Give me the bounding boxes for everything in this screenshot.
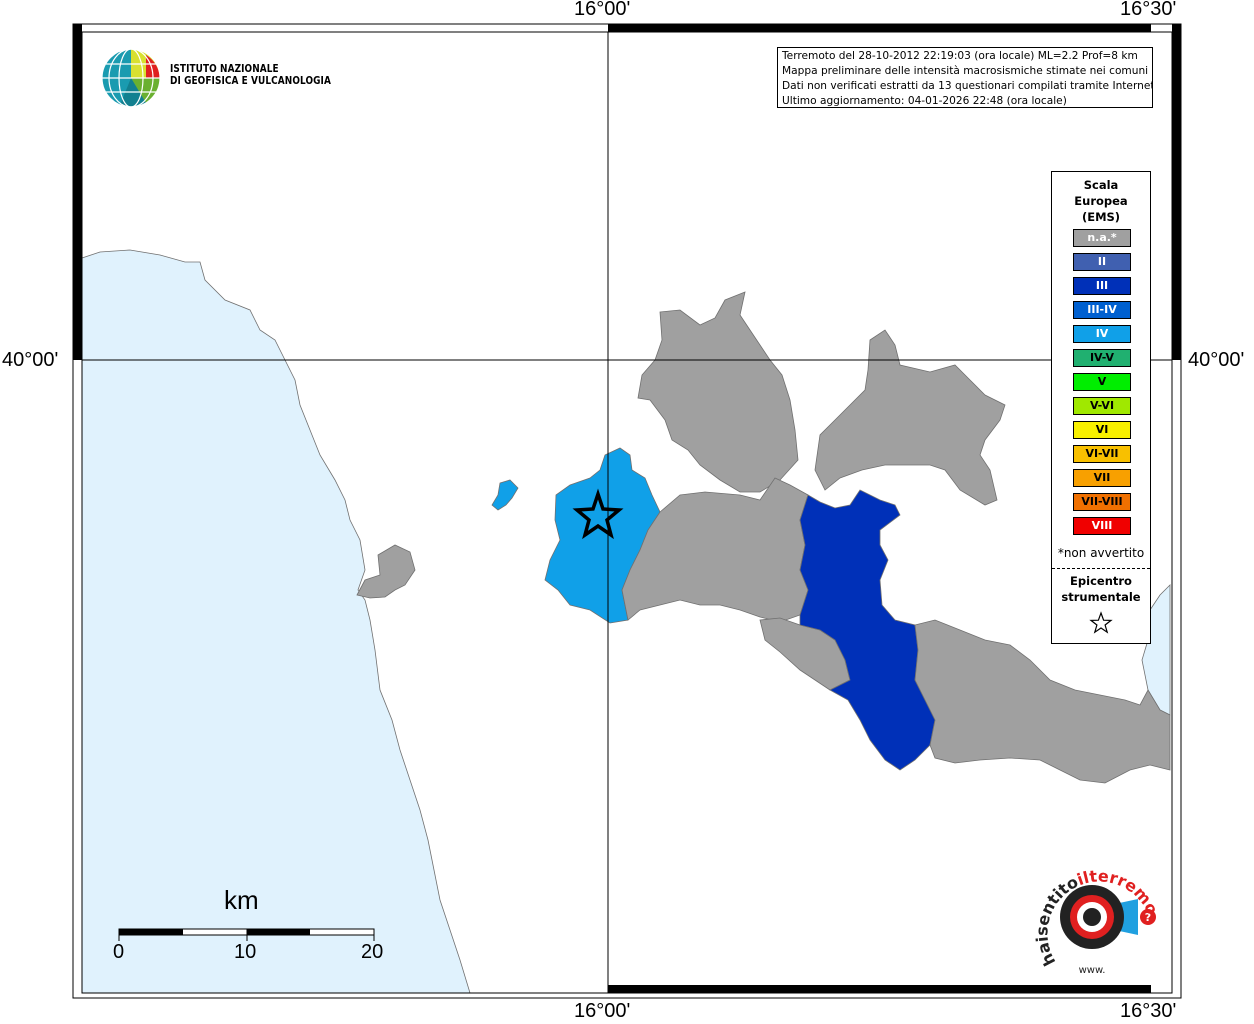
legend-title-line-3: (EMS) xyxy=(1081,210,1121,224)
legend-title: Scala Europea (EMS) xyxy=(1052,177,1150,225)
lat-label-right: 40°00' xyxy=(1188,349,1245,371)
legend-item-v-vi: V-VI xyxy=(1073,397,1131,415)
legend-item-iii: III xyxy=(1073,277,1131,295)
svg-text:?: ? xyxy=(1145,911,1151,924)
scale-label-0: 0 xyxy=(113,941,125,963)
info-line-4: Ultimo aggiornamento: 04-01-2026 22:48 (… xyxy=(782,95,1067,107)
frame-corner-tr xyxy=(1172,24,1181,32)
legend-item-n-a: n.a.* xyxy=(1073,229,1131,247)
legend-note: *non avvertito xyxy=(1057,546,1145,560)
info-line-2: Mappa preliminare delle intensità macros… xyxy=(782,65,1149,77)
logo-text-www: www. xyxy=(1079,965,1106,976)
info-line-1: Terremoto del 28-10-2012 22:19:03 (ora l… xyxy=(782,50,1138,62)
scale-label-20: 20 xyxy=(361,941,384,963)
event-info-box: Terremoto del 28-10-2012 22:19:03 (ora l… xyxy=(777,47,1153,108)
lon-label-bottom-right: 16°30' xyxy=(1120,1000,1177,1022)
legend-separator xyxy=(1052,568,1150,569)
municipality-intensity-iv xyxy=(544,447,661,624)
municipality-intensity-iv-islet xyxy=(491,479,519,511)
frame-bar-bottom xyxy=(608,985,1151,993)
star-icon xyxy=(1089,611,1113,634)
lon-label-top-left: 16°00' xyxy=(574,0,631,20)
frame-bar-top xyxy=(608,24,1151,32)
frame-bar-right-top xyxy=(1172,32,1181,360)
municipality-na-southeast xyxy=(914,619,1171,784)
legend-item-vii-viii: VII-VIII xyxy=(1073,493,1131,511)
scale-bar-graphic xyxy=(118,928,375,941)
municipality-na-northeast xyxy=(814,329,1006,506)
legend-item-iv-v: IV-V xyxy=(1073,349,1131,367)
legend-item-vi-vii: VI-VII xyxy=(1073,445,1131,463)
ingv-line-1: ISTITUTO NAZIONALE xyxy=(170,63,279,75)
scale-bar: km 0 10 20 xyxy=(112,885,392,975)
ingv-logo: ISTITUTO NAZIONALE DI GEOFISICA E VULCAN… xyxy=(100,47,340,109)
legend-item-ii: II xyxy=(1073,253,1131,271)
legend-epicenter-line-2: strumentale xyxy=(1061,590,1141,604)
scale-label-10: 10 xyxy=(234,941,257,963)
legend-item-iii-iv: III-IV xyxy=(1073,301,1131,319)
sea-area xyxy=(81,249,471,994)
legend-item-v: V xyxy=(1073,373,1131,391)
legend-item-vii: VII xyxy=(1073,469,1131,487)
municipality-intensity-iii xyxy=(799,489,936,771)
haisentito-target-icon: ? haisentitoilterremoto.it www. xyxy=(1025,840,1163,976)
legend-title-line-1: Scala xyxy=(1083,178,1119,192)
lat-label-left: 40°00' xyxy=(2,349,59,371)
epicenter-star xyxy=(572,488,624,540)
legend-epicenter-label: Epicentro strumentale xyxy=(1052,573,1150,605)
ems-legend: Scala Europea (EMS) n.a.* II III III-IV IV IV… xyxy=(1051,171,1151,644)
legend-title-line-2: Europea xyxy=(1074,194,1128,208)
legend-item-vi: VI xyxy=(1073,421,1131,439)
municipality-na-north xyxy=(637,291,799,493)
lon-label-bottom-left: 16°00' xyxy=(574,1000,631,1022)
scale-unit: km xyxy=(224,885,259,915)
globe-icon xyxy=(101,48,161,108)
lon-label-top-right: 16°30' xyxy=(1120,0,1177,20)
info-line-3: Dati non verificati estratti da 13 quest… xyxy=(782,80,1153,92)
legend-epicenter-line-1: Epicentro xyxy=(1070,574,1132,588)
legend-item-iv: IV xyxy=(1073,325,1131,343)
ingv-line-2: DI GEOFISICA E VULCANOLOGIA xyxy=(170,75,331,87)
frame-corner-tl xyxy=(73,24,82,32)
haisentito-logo: ? haisentitoilterremoto.it www. xyxy=(1025,840,1170,980)
frame-bar-left-top xyxy=(73,32,82,360)
municipality-na-coast xyxy=(356,544,416,599)
legend-item-viii: VIII xyxy=(1073,517,1131,535)
